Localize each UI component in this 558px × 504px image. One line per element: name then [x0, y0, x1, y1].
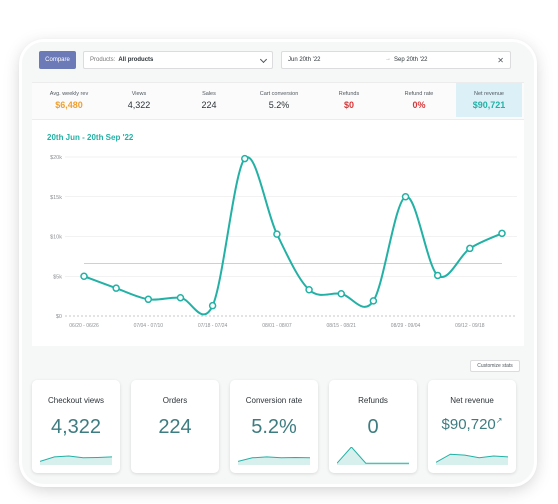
card-value-text: $90,720 [441, 416, 496, 433]
card-value: 0 [329, 416, 417, 439]
data-point[interactable] [369, 297, 378, 305]
stat-label: Net revenue [474, 91, 504, 97]
stat-avg-weekly-rev[interactable]: Avg. weekly rev $6,480 [36, 83, 102, 117]
x-tick-label: 07/18 - 07/24 [198, 323, 228, 329]
sparkline-area [40, 456, 112, 465]
data-point[interactable] [498, 229, 506, 238]
y-tick-label: $20k [50, 155, 62, 161]
summary-stats-row: Avg. weekly rev $6,480 Views 4,322 Sales 224 C… [32, 82, 524, 120]
product-filter-label: Products: [90, 57, 116, 63]
data-point[interactable] [433, 271, 442, 280]
y-tick-label: $15k [50, 195, 62, 201]
card-label: Checkout views [47, 396, 105, 405]
stat-refunds[interactable]: Refunds $0 [316, 83, 382, 117]
x-tick-label: 08/01 - 08/07 [262, 323, 292, 329]
stat-value: 224 [201, 100, 217, 110]
card-value: 5.2% [230, 416, 318, 439]
card-value: 4,322 [32, 416, 120, 439]
date-range-picker[interactable]: Jun 20th '22 → Sep 20th '22 ✕ [281, 51, 511, 69]
product-filter-value: All products [118, 57, 154, 63]
stat-label: Views [131, 91, 147, 97]
stat-card-checkout-views[interactable]: Checkout views 4,322 [32, 380, 120, 473]
stat-value: 4,322 [127, 100, 151, 110]
stat-net-revenue[interactable]: Net revenue $90,721 [456, 83, 522, 117]
stat-label: Cart conversion [259, 91, 299, 97]
revenue-line-chart: $0 $5k $10k $15k $20k 06/20 - 06/26 07/04 - 07… [50, 154, 517, 329]
stat-cart-conversion[interactable]: Cart conversion 5.2% [246, 83, 312, 117]
sparkline-line [436, 453, 508, 463]
x-tick-label: 08/15 - 08/21 [326, 323, 356, 329]
x-tick-label: 09/12 - 09/18 [455, 323, 485, 329]
stat-card-conversion-rate[interactable]: Conversion rate 5.2% [230, 380, 318, 473]
stat-refund-rate[interactable]: Refund rate 0% [386, 83, 452, 117]
data-point[interactable] [208, 301, 217, 310]
data-point[interactable] [112, 284, 120, 292]
stat-label: Avg. weekly rev [49, 91, 89, 97]
sparkline-area [337, 447, 409, 465]
sparkline-line [238, 456, 310, 462]
toolbar: Compare Products: All products Jun 20th … [22, 42, 534, 80]
sparkline [337, 447, 409, 465]
customize-stats-button[interactable]: Customize stats [470, 360, 520, 372]
card-label: Net revenue [450, 396, 494, 405]
card-label: Orders [162, 396, 188, 405]
analytics-window: Compare Products: All products Jun 20th … [22, 42, 534, 484]
data-point[interactable] [241, 154, 249, 163]
y-tick-label: $10k [50, 235, 62, 241]
card-value: $90,720↗ [428, 416, 516, 433]
stat-sales[interactable]: Sales 224 [176, 83, 242, 117]
sparkline [40, 455, 112, 465]
data-point[interactable] [466, 244, 474, 253]
card-value-text: 5.2% [251, 416, 297, 438]
sparkline-area [238, 456, 310, 465]
stat-value: $6,480 [55, 100, 83, 110]
card-value: 224 [131, 416, 219, 439]
stat-label: Refund rate [404, 91, 434, 97]
card-label: Refunds [358, 396, 388, 405]
card-value-text: 0 [367, 416, 379, 438]
compare-button[interactable]: Compare [39, 51, 76, 69]
x-tick-label: 07/04 - 07/10 [134, 323, 164, 329]
stat-value: $90,721 [472, 100, 506, 110]
date-end[interactable]: Sep 20th '22 [394, 57, 428, 63]
chevron-down-icon [259, 55, 268, 64]
sparkline [436, 453, 508, 465]
sparkline [238, 456, 310, 465]
stat-label: Sales [202, 91, 216, 97]
trend-up-icon: ↗ [495, 416, 503, 425]
revenue-series-line [83, 156, 503, 316]
sparkline-line [40, 455, 112, 462]
x-tick-label: 08/29 - 09/04 [391, 323, 421, 329]
data-point[interactable] [305, 286, 313, 294]
chart-title: 20th Jun - 20th Sep '22 [47, 133, 134, 142]
data-point[interactable] [176, 293, 185, 302]
product-filter-select[interactable]: Products: All products [83, 51, 273, 69]
stat-card-orders[interactable]: Orders 224 [131, 380, 219, 473]
data-point[interactable] [144, 295, 153, 304]
card-value-text: 4,322 [50, 416, 102, 438]
stat-value: 0% [412, 100, 426, 110]
y-tick-label: $0 [56, 314, 62, 320]
card-label: Conversion rate [245, 396, 303, 405]
data-point[interactable] [401, 193, 410, 201]
stat-views[interactable]: Views 4,322 [106, 83, 172, 117]
sparkline-line [337, 447, 409, 464]
stat-value: 5.2% [268, 100, 290, 110]
data-point[interactable] [337, 289, 345, 298]
stat-card-refunds[interactable]: Refunds 0 [329, 380, 417, 473]
stat-value: $0 [343, 100, 354, 110]
data-point[interactable] [273, 230, 281, 238]
data-point[interactable] [80, 272, 88, 280]
stat-label: Refunds [338, 91, 360, 97]
revenue-chart-card: 20th Jun - 20th Sep '22 $0 $5k $10k $15k $20… [32, 120, 524, 346]
card-value-text: 224 [158, 416, 192, 438]
close-icon[interactable]: ✕ [497, 56, 504, 65]
date-start[interactable]: Jun 20th '22 [288, 57, 321, 63]
stat-card-net-revenue[interactable]: Net revenue $90,720↗ [428, 380, 516, 473]
y-tick-label: $5k [53, 274, 62, 280]
arrow-right-icon: → [385, 56, 391, 62]
x-tick-label: 06/20 - 06/26 [69, 323, 99, 329]
